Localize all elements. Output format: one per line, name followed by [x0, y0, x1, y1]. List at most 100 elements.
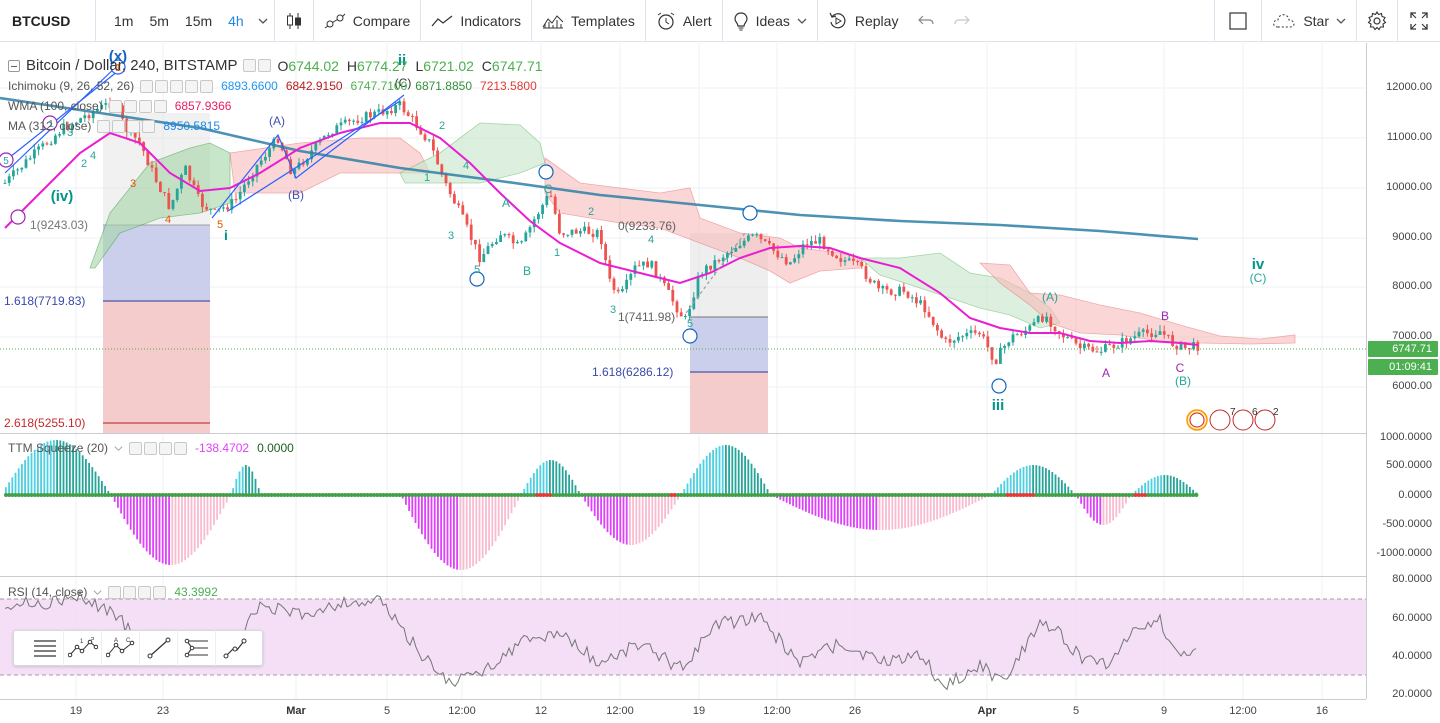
- ttm-dot: [909, 493, 914, 497]
- ttm-dot: [666, 493, 671, 497]
- path-tool-button[interactable]: [216, 630, 254, 666]
- legend-actions[interactable]: [243, 59, 272, 72]
- ttm-dot: [221, 493, 226, 497]
- ttm-bar: [1118, 495, 1121, 514]
- alert-button[interactable]: Alert: [646, 0, 722, 42]
- ttm-bar: [485, 495, 487, 555]
- candle: [503, 233, 507, 238]
- interval-5m[interactable]: 5m: [149, 12, 169, 29]
- ttm-dot: [1120, 493, 1125, 497]
- interval-1m[interactable]: 1m: [114, 12, 134, 29]
- legend-actions[interactable]: [97, 119, 156, 133]
- interval-4h[interactable]: 4h: [228, 12, 244, 29]
- legend-actions[interactable]: [129, 441, 188, 455]
- ttm-dot: [368, 493, 373, 497]
- ttm-dot: [282, 493, 287, 497]
- indicators-button[interactable]: Indicators: [421, 0, 531, 42]
- legend-actions[interactable]: [108, 585, 167, 599]
- fullscreen-chart-button[interactable]: [1215, 0, 1261, 42]
- pane-separator[interactable]: [0, 576, 1440, 577]
- wave-label-num: 1: [48, 119, 54, 130]
- candle: [797, 249, 801, 264]
- legend-actions[interactable]: [140, 79, 214, 93]
- collapse-icon[interactable]: [8, 59, 20, 72]
- legend-actions[interactable]: [108, 99, 167, 113]
- ttm-dot: [874, 493, 879, 497]
- candle: [352, 119, 355, 125]
- candle: [192, 177, 196, 188]
- ttm-bar: [424, 495, 426, 540]
- ttm-bar: [65, 442, 68, 495]
- price-axis[interactable]: 12000.00 11000.00 10000.00 9000.00 8000.00 70…: [1366, 43, 1440, 700]
- candle: [436, 147, 439, 165]
- replay-button[interactable]: Replay: [818, 0, 909, 42]
- wave-circle: [469, 271, 485, 287]
- ttm-bar: [638, 495, 641, 544]
- redo-button[interactable]: [944, 0, 980, 42]
- undo-button[interactable]: [908, 0, 944, 42]
- ttm-bar: [49, 440, 52, 495]
- candle: [671, 285, 675, 306]
- ttm-dot: [586, 493, 591, 497]
- time-axis[interactable]: 19 23 Mar 5 12:00 12 12:00 19 12:00 26 Apr 5 9 12:00 1…: [0, 699, 1366, 723]
- maximize-button[interactable]: [1398, 0, 1440, 42]
- wave-label-major: (iv): [51, 188, 74, 205]
- fib-tool-button[interactable]: [26, 630, 64, 666]
- ttm-bar: [571, 479, 574, 495]
- candle: [835, 254, 838, 259]
- compare-button[interactable]: Compare: [314, 0, 421, 42]
- ttm-dot: [628, 493, 632, 497]
- ttm-dot: [439, 493, 444, 497]
- ttm-dot: [1095, 493, 1100, 497]
- ideas-button[interactable]: Ideas: [723, 0, 817, 42]
- svg-text:C: C: [126, 638, 131, 644]
- settings-button[interactable]: [1357, 0, 1397, 42]
- ttm-dot: [1184, 493, 1189, 497]
- drag-handle[interactable]: [14, 630, 26, 666]
- ttm-bar: [149, 495, 151, 555]
- ichimoku-base-value: 6842.9150: [285, 79, 343, 93]
- wave-labels: (x)ii(iv)iiiiv(C)(A)(B)(A)(B)(C)ABCABC12…: [3, 48, 1266, 414]
- candle: [516, 239, 519, 244]
- ttm-dot: [791, 493, 796, 497]
- ttm-dot: [32, 493, 37, 497]
- trend-line-button[interactable]: [140, 630, 178, 666]
- interval-15m[interactable]: 15m: [184, 12, 213, 29]
- ttm-bar: [635, 495, 638, 545]
- ttm-bar: [971, 495, 974, 505]
- ttm-bar: [529, 477, 532, 495]
- candles-icon: [286, 12, 301, 29]
- chevron-down-icon[interactable]: [93, 588, 102, 597]
- chart-canvas[interactable]: (x)ii(iv)iiiiv(C)(A)(B)(A)(B)(C)ABCABC12…: [0, 43, 1366, 699]
- price-axis-label: 8000.00: [1392, 280, 1432, 292]
- chart-type-button[interactable]: [275, 0, 313, 42]
- ttm-dot: [903, 493, 908, 497]
- interval-dropdown[interactable]: [252, 0, 274, 42]
- chart-area[interactable]: (x)ii(iv)iiiiv(C)(A)(B)(A)(B)(C)ABCABC12…: [0, 43, 1440, 723]
- pitchfork-button[interactable]: [178, 630, 216, 666]
- event-badge-count: 2: [1273, 407, 1279, 418]
- ttm-bar: [875, 495, 878, 530]
- ttm-dot: [343, 493, 348, 497]
- candle: [860, 259, 864, 269]
- symbol-search[interactable]: BTCUSD: [0, 0, 96, 42]
- ttm-bar: [709, 452, 711, 495]
- candle: [1036, 314, 1040, 324]
- ttm-bar: [417, 495, 420, 529]
- pane-separator[interactable]: [0, 433, 1440, 434]
- ttm-bar: [865, 495, 868, 530]
- ttm-bar: [718, 446, 721, 495]
- ttm-dot: [23, 493, 28, 497]
- ttm-bar: [171, 495, 174, 565]
- ttm-dot: [1085, 493, 1090, 497]
- templates-button[interactable]: Templates: [532, 0, 645, 42]
- candle: [755, 232, 759, 238]
- chevron-down-icon[interactable]: [114, 444, 123, 453]
- ttm-bar: [641, 495, 644, 542]
- star-button[interactable]: Star: [1262, 0, 1356, 42]
- ttm-bar: [232, 488, 234, 495]
- ttm-bar: [1048, 469, 1050, 495]
- candle: [957, 332, 960, 344]
